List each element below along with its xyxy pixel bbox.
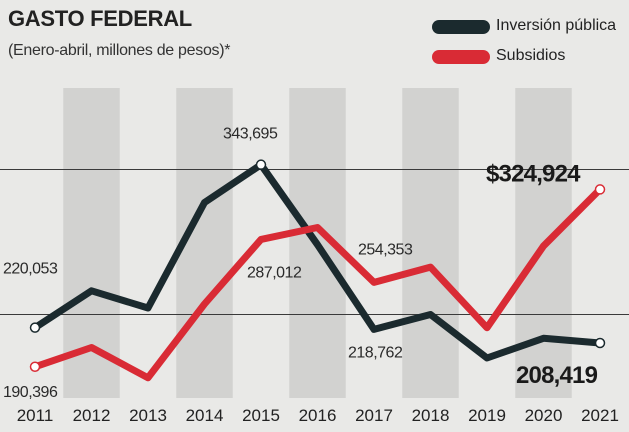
chart-subtitle: (Enero-abril, millones de pesos)*	[8, 42, 231, 59]
data-label: 208,419	[516, 362, 598, 389]
data-label: 190,396	[3, 384, 58, 401]
x-tick-label: 2012	[73, 406, 111, 425]
x-tick-label: 2017	[355, 406, 393, 425]
x-tick-label: 2021	[581, 406, 619, 425]
data-label: 287,012	[247, 264, 302, 281]
series-line-subsidios	[31, 185, 604, 382]
data-label: 343,695	[223, 126, 278, 143]
x-axis-ticks: 2011 2012 2013 2014 2015 2016 2017 2018 2019 2020…	[17, 406, 619, 425]
x-tick-label: 2014	[186, 406, 224, 425]
data-point	[255, 159, 267, 170]
legend-swatch-inversion	[432, 20, 490, 34]
x-tick-label: 2013	[129, 406, 167, 425]
data-point	[29, 361, 41, 373]
data-label: 220,053	[3, 261, 58, 278]
x-tick-label: 2011	[17, 406, 54, 425]
legend-swatch-subsidios	[432, 50, 490, 64]
x-tick-label: 2020	[525, 406, 563, 425]
data-point	[594, 337, 606, 349]
chart-title: GASTO FEDERAL	[8, 6, 192, 31]
year-band-2018	[402, 88, 459, 398]
series-line-inversion	[31, 161, 604, 362]
data-label: 218,762	[348, 344, 403, 361]
data-labels: 220,053 343,695 218,762 208,419 190,396 287,0…	[3, 126, 598, 401]
x-tick-label: 2018	[412, 406, 450, 425]
series-lines	[31, 161, 604, 382]
data-label: $324,924	[486, 160, 581, 187]
data-point	[29, 322, 41, 333]
x-tick-label: 2015	[242, 406, 280, 425]
data-points	[29, 159, 606, 373]
data-point	[594, 184, 606, 195]
legend-label-subsidios: Subsidios	[496, 47, 566, 64]
data-label: 254,353	[358, 241, 413, 258]
x-tick-label: 2019	[468, 406, 506, 425]
gridlines	[0, 169, 629, 316]
legend-label-inversion: Inversión pública	[496, 17, 617, 34]
x-tick-label: 2016	[299, 406, 337, 425]
